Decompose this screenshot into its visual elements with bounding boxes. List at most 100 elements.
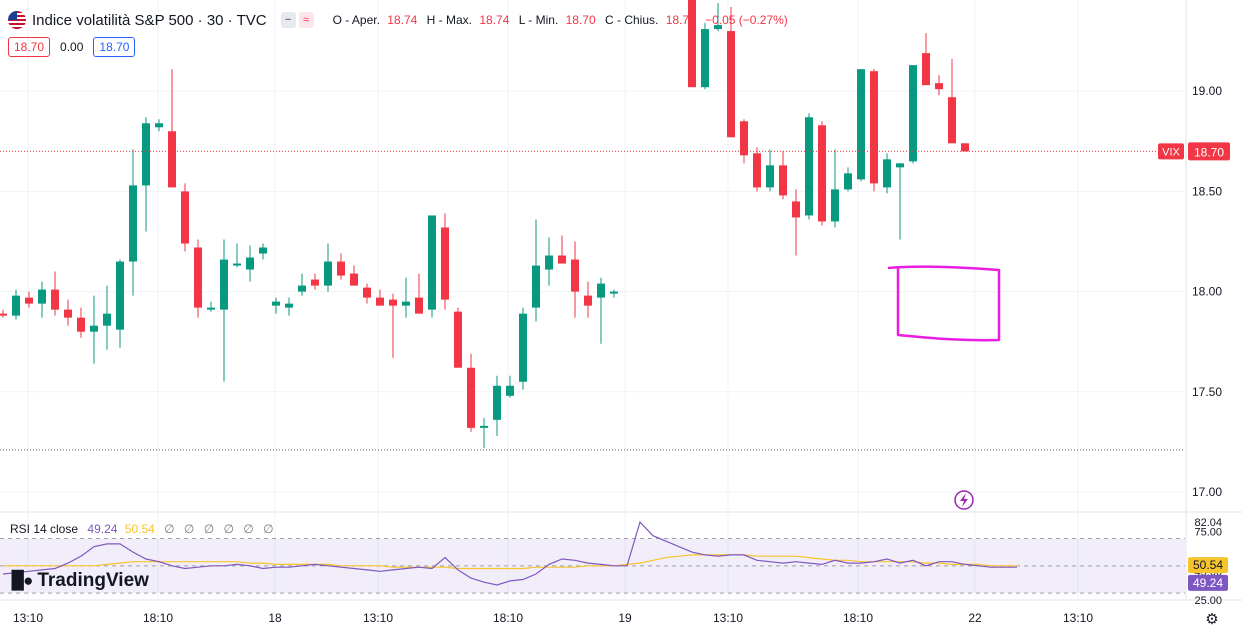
candle-body (155, 123, 163, 128)
candle-body (207, 307, 215, 310)
candle-body (38, 289, 46, 304)
rsi-value: 49.24 (87, 522, 118, 536)
rsi-name[interactable]: RSI 14 close (10, 522, 79, 536)
candle-body (545, 255, 553, 270)
sell-price-box[interactable]: 18.70 (8, 37, 51, 57)
time-tick-label: 18:10 (143, 611, 173, 625)
close-label: C - Chius. (605, 13, 659, 27)
candle-body (181, 191, 189, 244)
rsi-legend: RSI 14 close 49.24 50.54 ∅ ∅ ∅ ∅ ∅ ∅ (10, 522, 277, 536)
candle-body (246, 257, 254, 270)
candle-body (805, 117, 813, 216)
candle-body (129, 185, 137, 262)
candle-body (753, 153, 761, 188)
candle-body (779, 165, 787, 196)
candle-body (168, 131, 176, 188)
candle-body (558, 255, 566, 264)
candle-body (285, 303, 293, 308)
candle-body (337, 261, 345, 276)
candle-body (454, 311, 462, 368)
rsi-ma-value: 50.54 (124, 522, 155, 536)
candle-body (922, 53, 930, 86)
candle-body (844, 173, 852, 190)
symbol-tag-label: VIX (1162, 146, 1180, 158)
candle-body (870, 71, 878, 184)
candle-body (233, 263, 241, 266)
low-value: 18.70 (565, 13, 596, 27)
time-tick-label: 19 (618, 611, 632, 625)
candle-body (597, 283, 605, 298)
candle-body (389, 299, 397, 306)
rsi-tick-label: 75.00 (1194, 527, 1222, 539)
highlight-box (887, 265, 1001, 342)
price-tick-label: 17.00 (1192, 485, 1222, 499)
spread-value: 0.00 (60, 40, 84, 54)
candle-body (519, 313, 527, 382)
gear-icon[interactable]: ⚙ (1205, 611, 1219, 628)
time-tick-label: 18:10 (843, 611, 873, 625)
candle-body (909, 65, 917, 162)
candle-body (363, 287, 371, 298)
candle-body (571, 259, 579, 292)
candle-body (610, 291, 618, 294)
candle-body (311, 279, 319, 286)
candle-body (64, 309, 72, 318)
open-label: O - Aper. (332, 13, 380, 27)
candle-body (220, 259, 228, 310)
rsi-tick-label: 25.00 (1194, 595, 1222, 607)
candle-body (441, 227, 449, 300)
candle-body (194, 247, 202, 308)
rsi-ma-tag-label: 50.54 (1193, 558, 1223, 572)
candles (0, 0, 969, 448)
candle-body (272, 301, 280, 306)
rsi-extra-values: ∅ ∅ ∅ ∅ ∅ ∅ (164, 522, 277, 536)
candle-body (584, 295, 592, 306)
lightning-bolt (960, 493, 968, 507)
candle-body (298, 285, 306, 292)
time-tick-label: 13:10 (713, 611, 743, 625)
candle-body (766, 165, 774, 188)
chart-grid (0, 0, 1185, 600)
time-tick-label: 13:10 (13, 611, 43, 625)
us-flag-icon (8, 11, 26, 29)
candle-body (792, 201, 800, 218)
price-tick-label: 19.00 (1192, 84, 1222, 98)
candle-body (402, 301, 410, 306)
candle-body (415, 297, 423, 314)
candle-body (77, 317, 85, 332)
price-boxes: 18.70 0.00 18.70 (8, 37, 136, 57)
candle-body (831, 189, 839, 222)
candle-body (90, 325, 98, 332)
candle-body (467, 367, 475, 428)
candle-body (376, 297, 384, 306)
time-tick-label: 22 (968, 611, 982, 625)
price-tick-label: 18.50 (1192, 184, 1222, 198)
ohlc-readout: O - Aper. 18.74 H - Max. 18.74 L - Min. … (331, 13, 788, 27)
tv-logo-icon: ▉● (12, 571, 33, 590)
lightning-icon (954, 490, 974, 510)
compare-icon[interactable]: ≈ (298, 12, 314, 28)
high-label: H - Max. (426, 13, 472, 27)
candle-body (740, 121, 748, 156)
candle-body (701, 29, 709, 88)
hide-icon[interactable]: − (280, 12, 296, 28)
candle-body (25, 297, 33, 304)
candle-body (818, 125, 826, 222)
buy-price-box[interactable]: 18.70 (93, 37, 136, 57)
rsi-tick-label: 82.04 (1194, 517, 1222, 529)
time-tick-label: 13:10 (1063, 611, 1093, 625)
logo-text: TradingView (37, 570, 149, 591)
candle-body (948, 97, 956, 144)
chart-header: Indice volatilità S&P 500 · 30 · TVC − ≈… (8, 9, 788, 31)
rsi-line (2, 520, 1017, 586)
tradingview-logo[interactable]: ▉● TradingView (12, 570, 149, 592)
high-value: 18.74 (479, 13, 510, 27)
candle-body (935, 83, 943, 90)
candle-body (259, 247, 267, 254)
symbol-title[interactable]: Indice volatilità S&P 500 · 30 · TVC (32, 11, 267, 29)
last-price-tag (1188, 142, 1230, 161)
open-value: 18.74 (387, 13, 418, 27)
candle-body (493, 385, 501, 420)
time-tick-label: 13:10 (363, 611, 393, 625)
